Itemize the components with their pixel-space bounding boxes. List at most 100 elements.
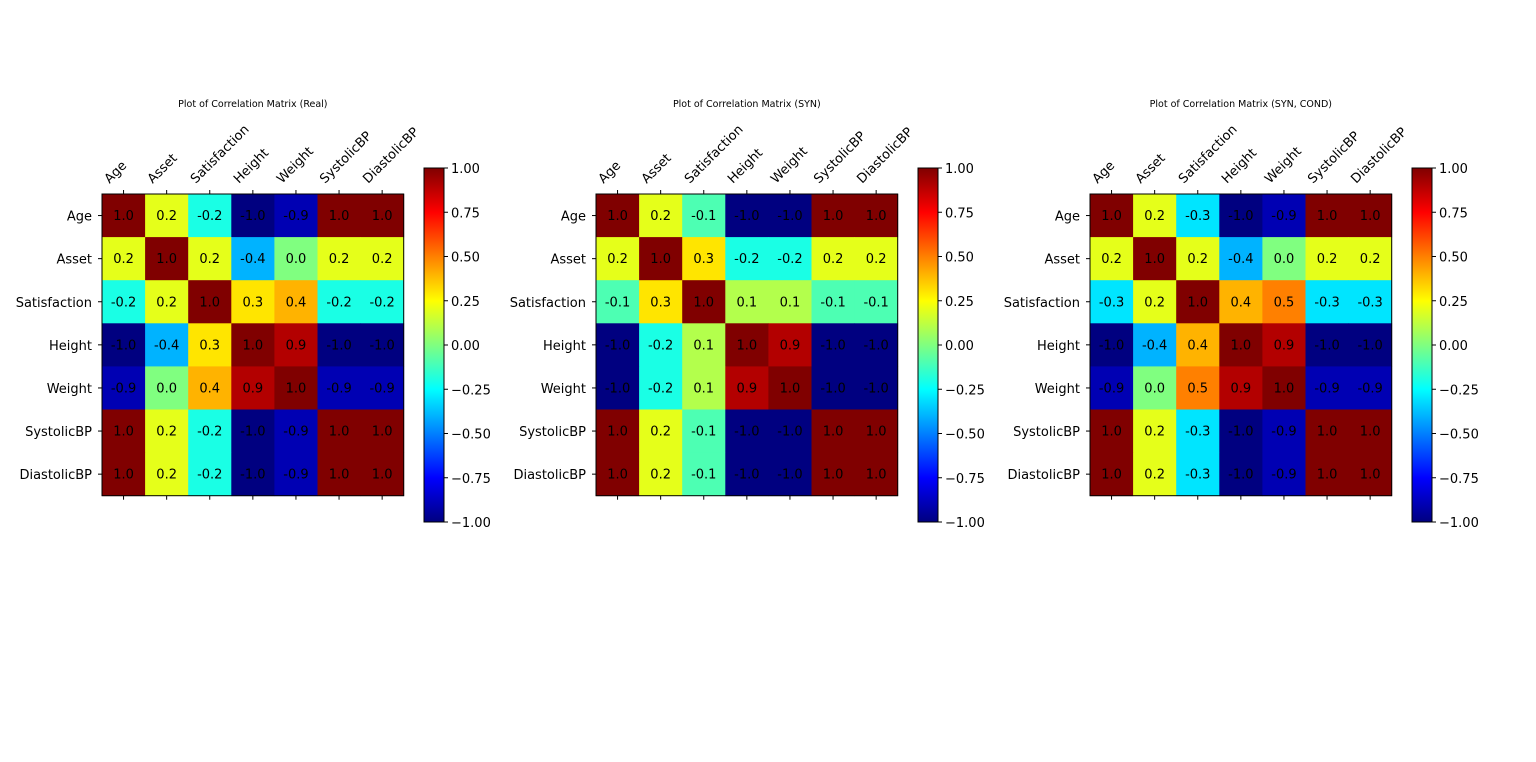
heatmap-cell [1090,366,1134,410]
cell-value-label: 1.0 [693,295,714,310]
colorbar-tick-label: 0.50 [1439,251,1468,266]
heatmap-cell [768,194,812,238]
cell-value-label: -0.9 [1271,209,1296,224]
y-tick-label: Asset [56,253,92,268]
y-tick-label: Height [543,339,586,354]
colorbar-tick-label: −0.50 [451,428,491,443]
heatmap-cell [768,452,812,497]
heatmap-cell [682,366,726,410]
cell-value-label: 1.0 [607,468,628,483]
heatmap-cell [811,237,855,281]
cell-value-label: 1.0 [286,381,307,396]
heatmap-cell [1262,237,1306,281]
cell-value-label: 0.3 [243,295,264,310]
heatmap-cell [596,452,640,497]
cell-value-label: 1.0 [1360,425,1381,440]
heatmap-cell [639,366,683,410]
heatmap-cell [854,409,899,453]
chart-title: Plot of Correlation Matrix (Real) [178,99,327,110]
heatmap-cell [854,280,899,324]
heatmap-cell [231,409,275,453]
cell-value-label: -1.0 [863,381,888,396]
cell-value-label: -0.1 [691,209,716,224]
heatmap-cell [768,323,812,367]
cell-value-label: 0.9 [1231,381,1252,396]
heatmap-cell [1262,452,1306,497]
heatmap-cell [1262,194,1306,238]
heatmap-cell [1176,366,1220,410]
cell-value-label: 0.2 [1187,252,1208,267]
colorbar-tick-label: −0.25 [945,383,985,398]
heatmap-cell [317,194,361,238]
heatmap-cell [1176,409,1220,453]
heatmap-cell [1219,194,1263,238]
cell-value-label: 0.2 [1144,468,1165,483]
y-tick-label: Asset [1044,253,1080,268]
heatmap-cell [231,280,275,324]
cell-value-label: -1.0 [777,468,802,483]
heatmap-cell [188,366,232,410]
heatmap-cell [317,409,361,453]
heatmap-cell [682,452,726,497]
heatmap-cell [274,280,318,324]
cell-value-label: -1.0 [734,425,759,440]
cell-value-label: -1.0 [111,338,136,353]
heatmap-cell [145,409,189,453]
heatmap-cell [1305,366,1349,410]
cell-value-label: 0.4 [286,295,307,310]
cell-value-label: 1.0 [113,425,134,440]
heatmap-cell [1305,194,1349,238]
heatmap-cell [188,280,232,324]
cell-value-label: 0.2 [607,252,628,267]
colorbar-tick-label: 1.00 [451,162,480,177]
cell-value-label: -0.2 [648,338,673,353]
cell-value-label: 1.0 [866,468,887,483]
y-tick-label: Age [67,210,92,225]
colorbar-tick-label: −1.00 [451,516,491,531]
cell-value-label: 0.3 [693,252,714,267]
heatmap-cell [1348,409,1393,453]
heatmap-cell [317,237,361,281]
colorbar-tick-label: 0.50 [451,251,480,266]
cell-value-label: -0.4 [1228,252,1253,267]
heatmap-cell [1133,366,1177,410]
heatmap-cell [1305,452,1349,497]
cell-value-label: 1.0 [372,425,393,440]
heatmap-cell [811,409,855,453]
cell-value-label: -0.3 [1099,295,1124,310]
heatmap-cell [1176,194,1220,238]
heatmap-cell [317,366,361,410]
cell-value-label: -0.9 [1271,468,1296,483]
colorbar-tick-label: 0.75 [451,206,480,221]
cell-value-label: 0.9 [780,338,801,353]
heatmap-cell [1262,366,1306,410]
y-tick-label: DiastolicBP [513,468,586,483]
cell-value-label: 0.2 [1144,209,1165,224]
cell-value-label: 0.0 [1144,381,1165,396]
colorbar-tick-label: −0.50 [945,428,985,443]
x-tick-label: Height [231,146,272,187]
heatmap-cell [1176,452,1220,497]
cell-value-label: -1.0 [1228,425,1253,440]
y-tick-label: Age [561,210,586,225]
colorbar-tick-label: −0.25 [451,383,491,398]
heatmap-cell [596,409,640,453]
cell-value-label: 0.1 [737,295,758,310]
colorbar-tick-label: −0.75 [451,472,491,487]
cell-value-label: 1.0 [1274,381,1295,396]
cell-value-label: -0.1 [863,295,888,310]
heatmap-cell [274,366,318,410]
x-tick-label: Weight [274,144,317,187]
x-tick-label: Weight [768,144,811,187]
cell-value-label: -0.2 [777,252,802,267]
cell-value-label: -0.9 [369,381,394,396]
heatmap-cell [854,366,899,410]
heatmap-cell [639,280,683,324]
colorbar-tick-label: 0.00 [451,339,480,354]
cell-value-label: -1.0 [240,209,265,224]
heatmap-cell [1219,323,1263,367]
cell-value-label: 0.9 [286,338,307,353]
heatmap-cell [317,280,361,324]
cell-value-label: 1.0 [372,468,393,483]
cell-value-label: 0.1 [693,381,714,396]
